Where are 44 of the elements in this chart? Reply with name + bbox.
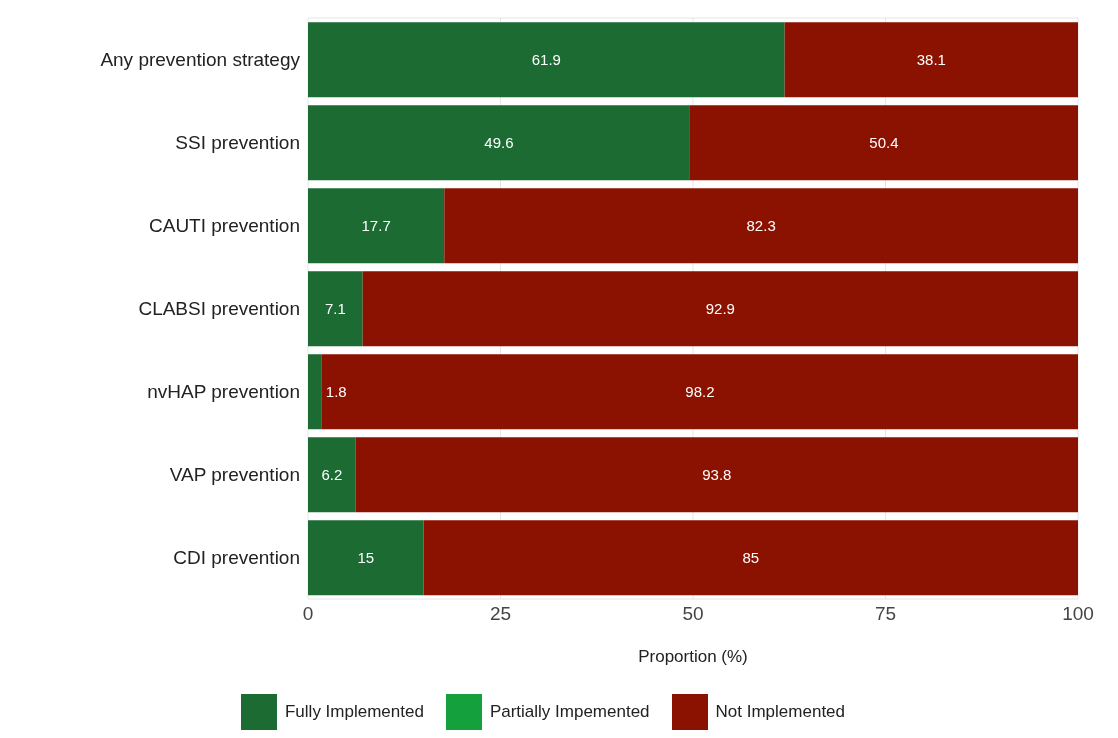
bar: [423, 520, 1078, 596]
y-tick-label: nvHAP prevention: [147, 381, 300, 403]
bar: [308, 520, 424, 596]
bar: [308, 437, 356, 513]
y-tick-label: CDI prevention: [173, 547, 300, 569]
bar: [689, 105, 1078, 181]
y-tick-label: Any prevention strategy: [100, 49, 301, 71]
y-tick-label: VAP prevention: [169, 464, 300, 486]
bar: [308, 105, 690, 181]
bar: [355, 437, 1078, 513]
y-tick-label: SSI prevention: [175, 132, 300, 154]
data-label: 82.3: [746, 217, 776, 235]
x-tick-label: 75: [874, 603, 897, 625]
bar: [444, 188, 1078, 264]
bar: [321, 354, 1078, 430]
legend-label: Fully Implemented: [284, 702, 424, 722]
bar: [308, 354, 322, 430]
data-label: 85: [742, 549, 760, 567]
data-label: 93.8: [702, 466, 732, 484]
x-tick-label: 100: [1062, 603, 1094, 625]
legend-label: Not Implemented: [715, 702, 846, 722]
data-label: 15: [357, 549, 375, 567]
data-label: 7.1: [324, 300, 346, 318]
y-tick-label: CLABSI prevention: [138, 298, 300, 320]
bar: [308, 271, 363, 347]
x-tick-label: 0: [302, 603, 314, 625]
x-tick-label: 50: [682, 603, 704, 625]
data-label: 61.9: [531, 51, 561, 69]
data-label: 49.6: [484, 134, 514, 152]
data-label: 38.1: [916, 51, 946, 69]
bar: [308, 22, 785, 98]
x-tick-label: 25: [489, 603, 512, 625]
data-label: 98.2: [685, 383, 715, 401]
y-tick-label: CAUTI prevention: [148, 215, 300, 237]
data-label: 6.2: [321, 466, 343, 484]
bar: [784, 22, 1078, 98]
data-label: 17.7: [361, 217, 391, 235]
data-label: 92.9: [705, 300, 735, 318]
x-axis-title: Proportion (%): [638, 647, 748, 666]
bar: [362, 271, 1078, 347]
legend-label: Partially Impemented: [489, 702, 650, 722]
bar: [308, 188, 445, 264]
data-label: 1.8: [325, 383, 347, 401]
data-label: 50.4: [869, 134, 899, 152]
